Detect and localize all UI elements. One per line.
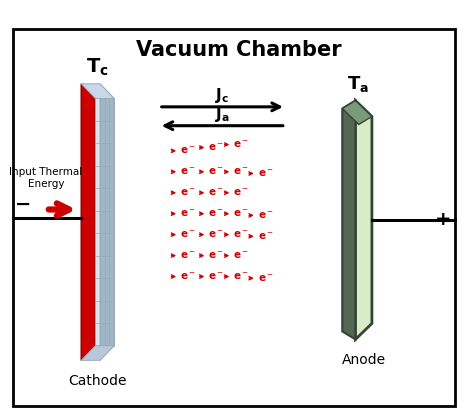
Text: $\mathbf{J_c}$: $\mathbf{J_c}$	[215, 85, 229, 105]
Text: e$^-$: e$^-$	[180, 208, 196, 219]
Polygon shape	[81, 84, 114, 98]
Text: e$^-$: e$^-$	[257, 210, 273, 221]
Text: e$^-$: e$^-$	[257, 231, 273, 242]
Polygon shape	[100, 84, 114, 360]
Text: Cathode: Cathode	[68, 374, 127, 388]
Text: e$^-$: e$^-$	[208, 187, 224, 198]
Text: $\mathbf{T_a}$: $\mathbf{T_a}$	[347, 74, 369, 94]
Text: e$^-$: e$^-$	[233, 271, 249, 282]
Text: e$^-$: e$^-$	[180, 250, 196, 261]
Text: e$^-$: e$^-$	[257, 168, 273, 179]
Text: e$^-$: e$^-$	[233, 250, 249, 261]
Text: $\mathbf{T_c}$: $\mathbf{T_c}$	[86, 57, 109, 78]
Polygon shape	[81, 84, 95, 360]
Polygon shape	[342, 101, 372, 124]
Text: e$^-$: e$^-$	[233, 187, 249, 198]
Polygon shape	[342, 101, 356, 339]
Polygon shape	[356, 101, 372, 339]
Polygon shape	[81, 346, 114, 360]
Text: +: +	[435, 210, 452, 230]
Text: −: −	[15, 195, 32, 214]
Text: e$^-$: e$^-$	[208, 250, 224, 261]
Text: e$^-$: e$^-$	[233, 208, 249, 219]
Text: e$^-$: e$^-$	[180, 187, 196, 198]
Polygon shape	[95, 98, 114, 346]
Text: e$^-$: e$^-$	[208, 229, 224, 240]
Text: e$^-$: e$^-$	[180, 229, 196, 240]
Text: e$^-$: e$^-$	[208, 142, 224, 153]
Text: Vacuum Chamber: Vacuum Chamber	[136, 40, 342, 60]
Text: e$^-$: e$^-$	[208, 208, 224, 219]
Text: e$^-$: e$^-$	[180, 166, 196, 177]
Text: Input Thermal
Energy: Input Thermal Energy	[9, 167, 82, 189]
Text: e$^-$: e$^-$	[208, 271, 224, 282]
Text: e$^-$: e$^-$	[208, 166, 224, 177]
Text: e$^-$: e$^-$	[233, 229, 249, 240]
Text: $\mathbf{J_a}$: $\mathbf{J_a}$	[215, 105, 230, 124]
Text: Anode: Anode	[342, 353, 386, 367]
Text: e$^-$: e$^-$	[180, 145, 196, 156]
Text: e$^-$: e$^-$	[233, 166, 249, 177]
Text: e$^-$: e$^-$	[233, 139, 249, 150]
Text: e$^-$: e$^-$	[257, 273, 273, 284]
Text: e$^-$: e$^-$	[180, 271, 196, 282]
